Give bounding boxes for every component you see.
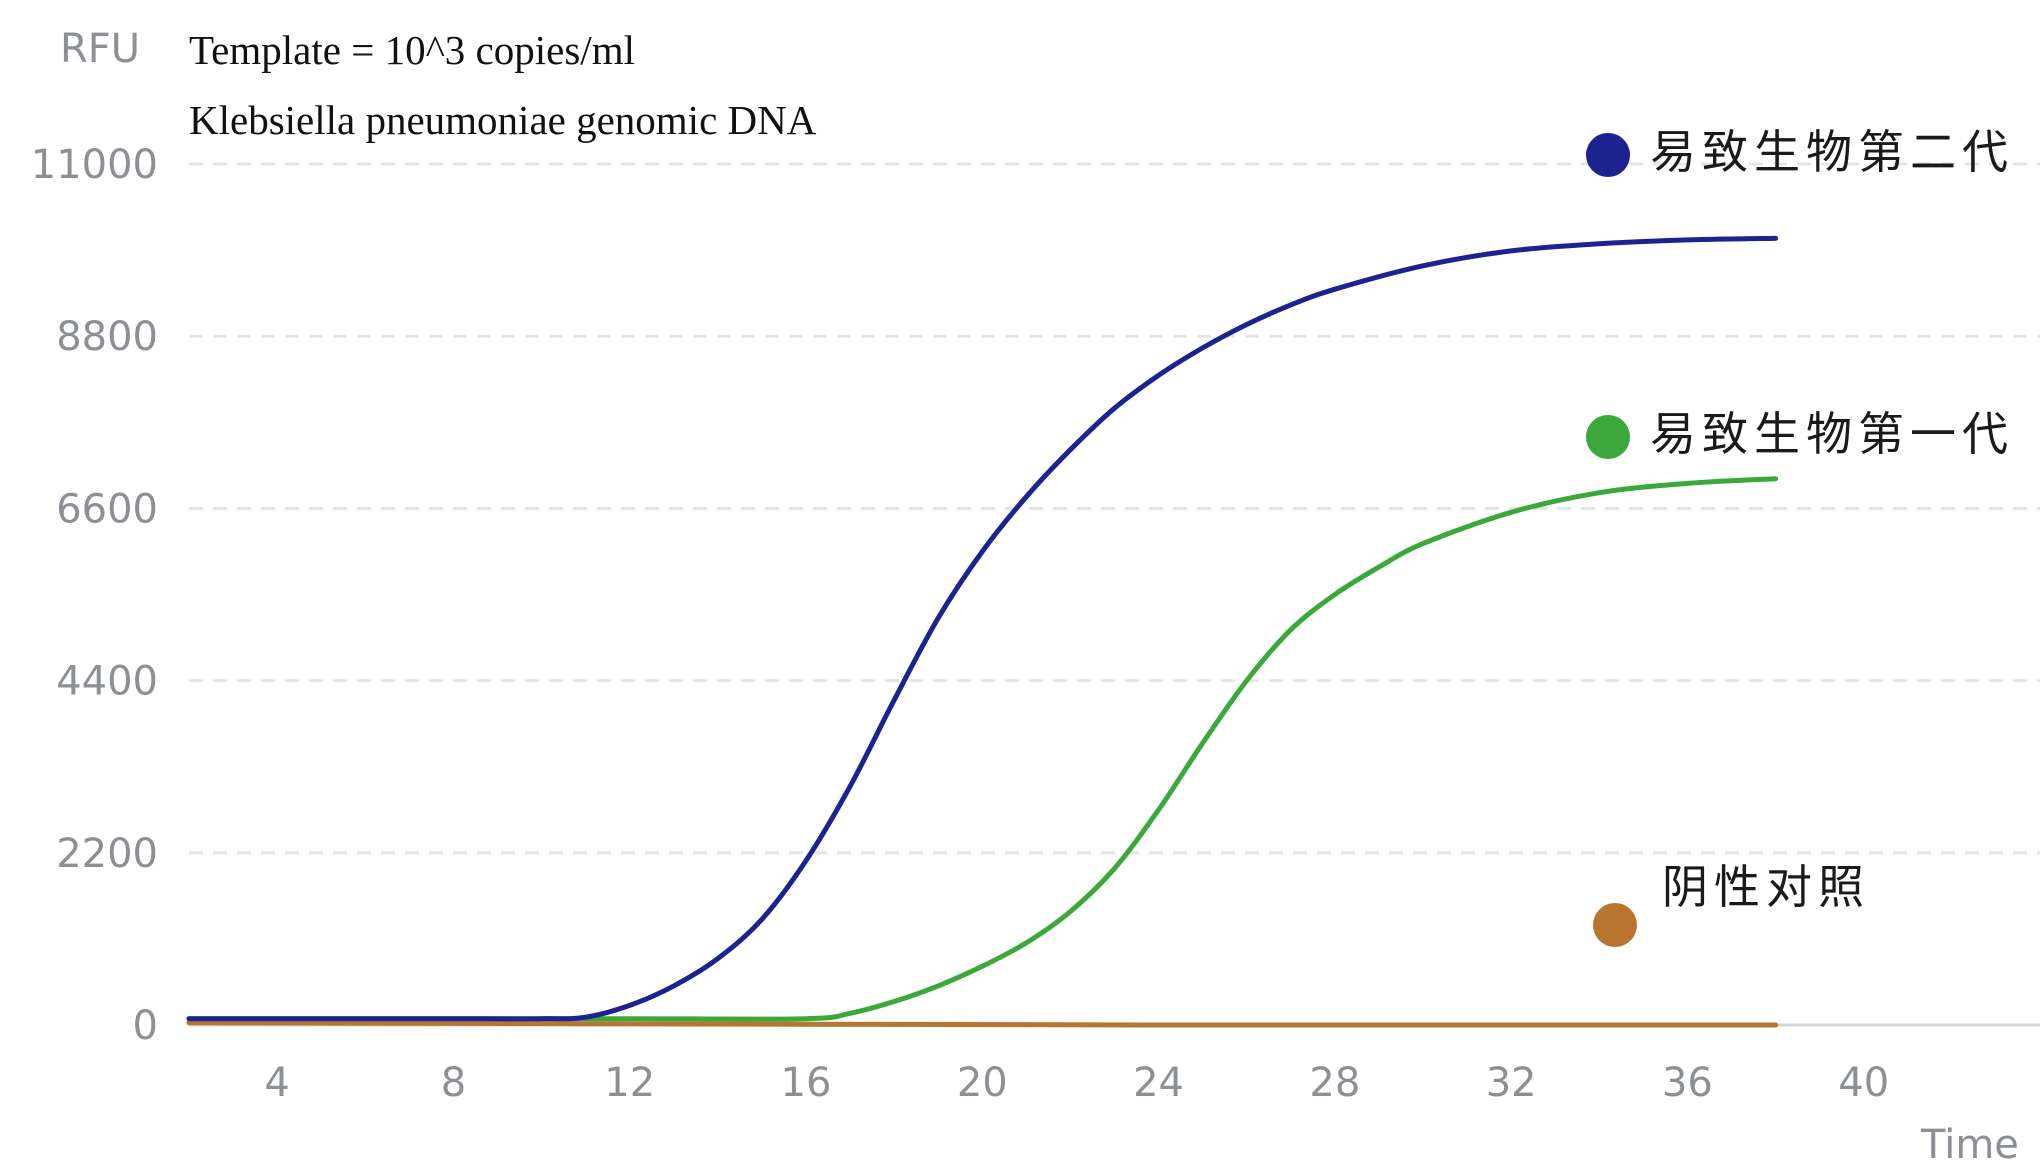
legend-marker-negative-control [1593, 903, 1637, 947]
x-tick-label-8: 8 [441, 1060, 466, 1106]
y-tick-label-4400: 4400 [56, 659, 158, 705]
y-tick-label-8800: 8800 [56, 314, 158, 360]
x-tick-label-28: 28 [1309, 1060, 1360, 1106]
annotation-template: Template = 10^3 copies/ml [189, 27, 635, 73]
x-tick-label-12: 12 [604, 1060, 655, 1106]
legend-negative-control: 阴性对照 [1593, 860, 1870, 947]
x-tick-label-32: 32 [1486, 1060, 1537, 1106]
x-tick-label-24: 24 [1133, 1060, 1184, 1106]
x-axis-label: Time [1920, 1122, 2019, 1162]
x-tick-label-20: 20 [957, 1060, 1008, 1106]
y-tick-label-2200: 2200 [56, 831, 158, 877]
series-line-gen2 [186, 235, 1779, 1022]
legend-label-negative-control: 阴性对照 [1662, 860, 1870, 914]
series-line-negative-control [186, 1020, 1779, 1028]
legend-marker-gen2 [1586, 133, 1630, 177]
series-lines [186, 235, 1779, 1028]
annotation-organism: Klebsiella pneumoniae genomic DNA [189, 97, 817, 143]
y-tick-label-6600: 6600 [56, 486, 158, 532]
legend-label-gen1: 易致生物第一代 [1650, 407, 2014, 461]
x-tick-label-40: 40 [1838, 1060, 1889, 1106]
legend-gen2: 易致生物第二代 [1586, 125, 2014, 179]
legend-gen1: 易致生物第一代 [1586, 407, 2014, 461]
y-tick-label-11000: 11000 [31, 142, 158, 188]
legend-label-gen2: 易致生物第二代 [1650, 125, 2014, 179]
x-axis-ticks: 4 8 12 16 20 24 28 32 36 40 [264, 1060, 1889, 1106]
y-tick-label-0: 0 [133, 1003, 158, 1049]
legend-marker-gen1 [1586, 415, 1630, 459]
x-tick-label-16: 16 [781, 1060, 832, 1106]
y-axis-label: RFU [60, 26, 140, 72]
x-tick-label-4: 4 [264, 1060, 289, 1106]
series-line-gen1 [186, 476, 1779, 1022]
y-axis-ticks: 0 2200 4400 6600 8800 11000 [31, 142, 158, 1049]
x-tick-label-36: 36 [1662, 1060, 1713, 1106]
